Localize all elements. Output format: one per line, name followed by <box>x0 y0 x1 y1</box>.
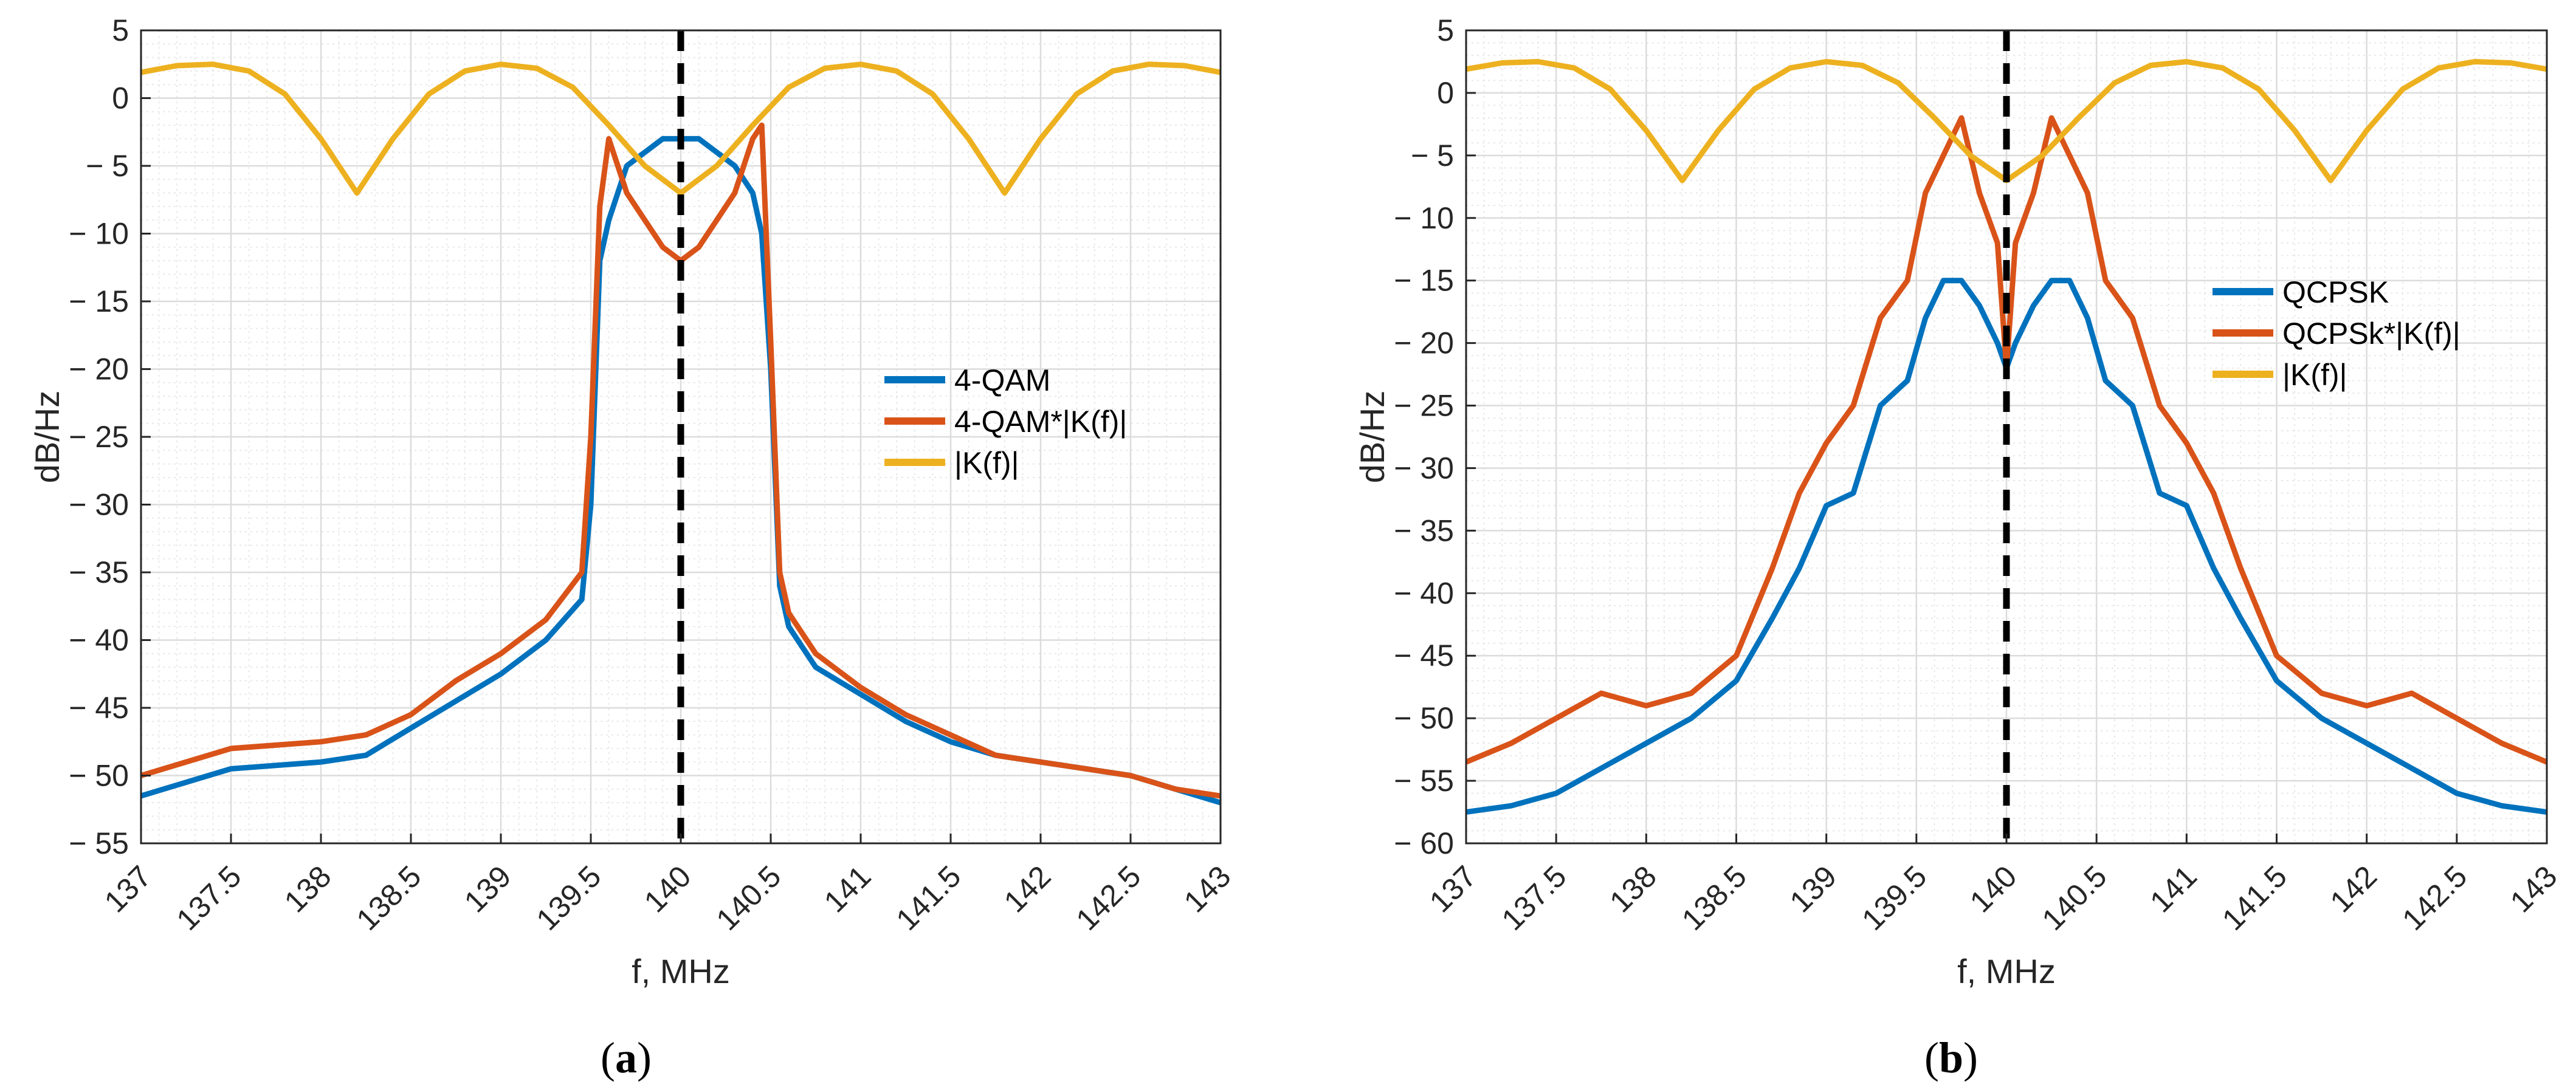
y-tick-label: − 45 <box>69 691 129 725</box>
x-axis-label: f, MHz <box>632 952 730 990</box>
x-tick-label: 141 <box>818 859 878 919</box>
x-tick-label: 140 <box>1963 859 2023 919</box>
y-tick-label: − 55 <box>1394 764 1454 798</box>
y-tick-label: − 25 <box>69 420 129 454</box>
x-tick-label: 142.5 <box>2395 859 2473 937</box>
x-tick-label: 138 <box>1603 859 1663 919</box>
series-line-4-qam <box>141 135 1221 806</box>
y-tick-label: − 20 <box>69 352 129 386</box>
legend-entry-label: 4-QAM*|K(f)| <box>954 405 1127 439</box>
panel-caption: (a) <box>601 1033 652 1082</box>
x-tick-label: 138.5 <box>1675 859 1753 937</box>
x-tick-label: 138.5 <box>350 859 428 937</box>
y-tick-label: − 60 <box>1394 826 1454 860</box>
x-tick-label: 140 <box>638 859 698 919</box>
x-tick-label: 143 <box>2504 859 2564 919</box>
y-tick-label: − 15 <box>1394 264 1454 298</box>
x-tick-label: 137 <box>1423 859 1483 919</box>
x-tick-label: 141.5 <box>2216 859 2293 937</box>
x-tick-label: 142 <box>997 859 1058 919</box>
y-tick-label: − 25 <box>1394 389 1454 423</box>
x-tick-label: 139.5 <box>530 859 608 937</box>
caption-open-paren: ( <box>1924 1033 1939 1082</box>
legend-entry-label: |K(f)| <box>954 446 1019 480</box>
x-tick-label: 140.5 <box>710 859 788 937</box>
legend: QCPSK QCPSk*|K(f)| |K(f)| <box>2213 275 2461 392</box>
panel-b: 5 0 − 5 − 10 − 15 − 20 − 25 − 30 − 35 − 40 − 45 − 5… <box>1353 13 2564 1082</box>
x-tick-label: 142.5 <box>1070 859 1148 937</box>
y-axis-label: dB/Hz <box>1353 391 1391 484</box>
x-tick-label: 137.5 <box>1495 859 1573 937</box>
x-tick-label: 143 <box>1177 859 1238 919</box>
legend-entry-label: QCPSk*|K(f)| <box>2282 317 2461 351</box>
x-tick-label: 141.5 <box>890 859 968 937</box>
y-tick-label: − 10 <box>69 217 129 251</box>
y-tick-label: − 5 <box>1411 139 1454 173</box>
y-tick-label: 0 <box>112 81 129 115</box>
x-tick-label: 140.5 <box>2036 859 2113 937</box>
y-tick-label: − 10 <box>1394 201 1454 235</box>
x-tick-label: 139 <box>1783 859 1844 919</box>
series-line-4-qam-k-f <box>141 122 1221 799</box>
x-tick-label: 139.5 <box>1855 859 1933 937</box>
y-tick-label: 5 <box>1437 13 1454 47</box>
legend-entry-label: QCPSK <box>2282 275 2389 309</box>
x-tick-label: 142 <box>2324 859 2384 919</box>
legend-entry-label: |K(f)| <box>2282 358 2347 392</box>
series-group <box>141 61 1221 806</box>
caption-letter: b <box>1939 1033 1963 1082</box>
x-axis-label: f, MHz <box>1957 952 2056 990</box>
x-tick-label: 139 <box>458 859 518 919</box>
y-tick-label: 0 <box>1437 76 1454 110</box>
x-tick-label: 138 <box>278 859 338 919</box>
series-line-k-f <box>141 61 1221 196</box>
y-tick-label: 5 <box>112 13 129 47</box>
y-tick-label: − 40 <box>1394 576 1454 610</box>
caption-letter: a <box>615 1033 637 1082</box>
y-tick-label: − 55 <box>69 826 129 860</box>
y-tick-label: − 20 <box>1394 326 1454 360</box>
caption-close-paren: ) <box>1963 1033 1978 1082</box>
y-axis-label: dB/Hz <box>28 391 66 484</box>
legend: 4-QAM 4-QAM*|K(f)| |K(f)| <box>884 363 1127 480</box>
panel-a: 5 0 − 5 − 10 − 15 − 20 − 25 − 30 − 35 − 40 − 45 − 5… <box>28 13 1238 1082</box>
y-tick-label: − 50 <box>69 759 129 793</box>
caption-open-paren: ( <box>601 1033 615 1082</box>
y-tick-label: − 15 <box>69 284 129 318</box>
legend-entry-label: 4-QAM <box>954 363 1050 397</box>
y-tick-label: − 30 <box>69 488 129 522</box>
x-tick-label: 137 <box>98 859 158 919</box>
y-tick-label: − 45 <box>1394 639 1454 673</box>
x-tick-label: 141 <box>2143 859 2203 919</box>
y-tick-label: − 50 <box>1394 701 1454 735</box>
panel-caption: (b) <box>1924 1033 1978 1082</box>
y-tick-label: − 35 <box>1394 513 1454 547</box>
caption-close-paren: ) <box>637 1033 652 1082</box>
y-tick-label: − 5 <box>86 149 129 183</box>
y-tick-label: − 35 <box>69 555 129 589</box>
y-tick-label: − 40 <box>69 623 129 657</box>
x-tick-label: 137.5 <box>170 859 248 937</box>
y-tick-label: − 30 <box>1394 451 1454 485</box>
